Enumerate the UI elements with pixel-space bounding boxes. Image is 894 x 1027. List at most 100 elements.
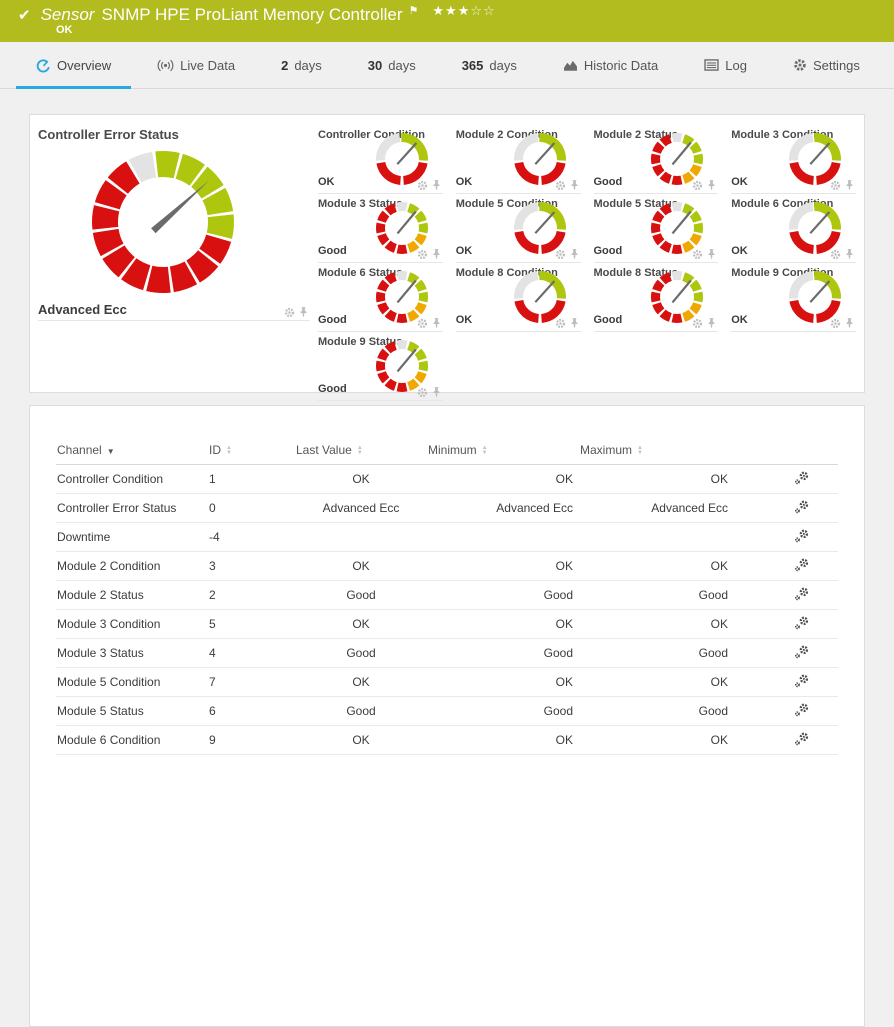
gauge-pin-icon[interactable] <box>432 180 441 191</box>
gauge-pin-icon[interactable] <box>707 180 716 191</box>
gauge-cell-module-6-condition[interactable]: Module 6 Condition OK <box>731 194 856 263</box>
gauge-pin-icon[interactable] <box>570 318 579 329</box>
sort-icons: ▲ ▼ <box>637 444 643 456</box>
gauge-pin-icon[interactable] <box>432 249 441 260</box>
tab-log[interactable]: Log <box>698 42 753 88</box>
gauge-pin-icon[interactable] <box>845 249 854 260</box>
gauge-cell-module-2-condition[interactable]: Module 2 Condition OK <box>455 125 581 194</box>
tab-365-days[interactable]: 365 days <box>456 42 523 88</box>
gauge-cell-module-2-status[interactable]: Module 2 Status Good <box>593 125 719 194</box>
table-row: Controller Condition 1 OK OK OK <box>56 464 838 494</box>
tab-historic-data[interactable]: Historic Data <box>557 42 664 88</box>
module-5-status-gauge <box>649 200 705 261</box>
channels-table: Channel ▼ ID ▲ ▼ Last Value ▲ ▼ Minimum ▲ ▼ Max… <box>56 436 838 755</box>
tab-2-days[interactable]: 2 days <box>275 42 328 88</box>
gauge-settings-gear-icon[interactable] <box>417 180 428 191</box>
cell-last-value <box>295 522 427 552</box>
table-row: Module 3 Condition 5 OK OK OK <box>56 609 838 639</box>
page-title: SNMP HPE ProLiant Memory Controller <box>101 5 403 24</box>
priority-flag-icon[interactable]: ⚑ <box>408 4 419 17</box>
tab-live-data[interactable]: Live Data <box>151 42 241 88</box>
gear-icon <box>793 58 807 72</box>
cell-minimum: Good <box>427 638 579 668</box>
gauge-pin-icon[interactable] <box>707 249 716 260</box>
channel-settings-icon[interactable] <box>794 471 810 485</box>
channel-settings-icon[interactable] <box>794 558 810 572</box>
channel-settings-icon[interactable] <box>794 674 810 688</box>
gauge-settings-gear-icon[interactable] <box>692 318 703 329</box>
gauge-pin-icon[interactable] <box>299 307 308 318</box>
gauge-settings-gear-icon[interactable] <box>692 249 703 260</box>
gauge-cell-module-8-condition[interactable]: Module 8 Condition OK <box>455 263 581 332</box>
cell-minimum: Advanced Ecc <box>427 493 579 523</box>
gauge-cell-controller-error-status[interactable]: Controller Error Status Advanced Ecc <box>38 127 310 321</box>
gauge-cell-module-5-status[interactable]: Module 5 Status Good <box>593 194 719 263</box>
cell-channel: Module 6 Condition <box>56 725 208 755</box>
gauge-settings-gear-icon[interactable] <box>830 180 841 191</box>
tab-label: Live Data <box>180 57 236 73</box>
column-header-actions <box>734 436 838 465</box>
gauge-settings-gear-icon[interactable] <box>830 318 841 329</box>
tab-overview[interactable]: Overview <box>15 42 132 89</box>
gauge-cell-module-9-status[interactable]: Module 9 Status Good <box>318 332 443 401</box>
gauge-cell-module-3-status[interactable]: Module 3 Status Good <box>318 194 443 263</box>
channel-settings-icon[interactable] <box>794 703 810 717</box>
gauge-settings-gear-icon[interactable] <box>555 180 566 191</box>
tab-label: Log <box>725 57 747 73</box>
cell-channel: Module 3 Status <box>56 638 208 668</box>
gauge-cell-module-8-status[interactable]: Module 8 Status Good <box>593 263 719 332</box>
gauge-settings-gear-icon[interactable] <box>284 307 295 318</box>
gauge-pin-icon[interactable] <box>845 180 854 191</box>
gauge-settings-gear-icon[interactable] <box>417 387 428 398</box>
gauge-settings-gear-icon[interactable] <box>830 249 841 260</box>
gauge-pin-icon[interactable] <box>570 180 579 191</box>
cell-id: 2 <box>208 580 295 610</box>
gauge-pin-icon[interactable] <box>707 318 716 329</box>
stars-empty: ☆☆ <box>470 3 496 18</box>
channel-settings-icon[interactable] <box>794 645 810 659</box>
channel-settings-icon[interactable] <box>794 616 810 630</box>
cell-minimum: Good <box>427 580 579 610</box>
gauge-cell-controller-condition[interactable]: Controller Condition OK <box>318 125 443 194</box>
channel-settings-icon[interactable] <box>794 587 810 601</box>
cell-last-value: Good <box>295 580 427 610</box>
gauge-settings-gear-icon[interactable] <box>417 249 428 260</box>
table-row: Controller Error Status 0 Advanced Ecc Adva… <box>56 493 838 523</box>
column-header-last-value[interactable]: Last Value ▲ ▼ <box>295 436 427 465</box>
cell-id: 6 <box>208 696 295 726</box>
channel-settings-icon[interactable] <box>794 500 810 514</box>
gauge-pin-icon[interactable] <box>570 249 579 260</box>
gauge-cell-module-6-status[interactable]: Module 6 Status Good <box>318 263 443 332</box>
gauge-settings-gear-icon[interactable] <box>692 180 703 191</box>
channel-settings-icon[interactable] <box>794 529 810 543</box>
cell-channel: Downtime <box>56 522 208 552</box>
cell-maximum: OK <box>579 609 734 639</box>
gauge-cell-module-5-condition[interactable]: Module 5 Condition OK <box>455 194 581 263</box>
stars-filled: ★★★ <box>432 3 471 18</box>
table-header-row: Channel ▼ ID ▲ ▼ Last Value ▲ ▼ Minimum ▲ ▼ Max… <box>56 436 838 465</box>
gauge-settings-gear-icon[interactable] <box>417 318 428 329</box>
gauge-cell-module-9-condition[interactable]: Module 9 Condition OK <box>731 263 856 332</box>
table-row: Downtime -4 <box>56 522 838 552</box>
gauge-pin-icon[interactable] <box>432 387 441 398</box>
tab-settings[interactable]: Settings <box>787 42 866 88</box>
sort-icons: ▲ ▼ <box>356 444 363 456</box>
column-header-channel[interactable]: Channel ▼ <box>56 436 208 465</box>
column-header-id[interactable]: ID ▲ ▼ <box>208 436 295 465</box>
column-header-maximum[interactable]: Maximum ▲ ▼ <box>579 436 734 465</box>
module-9-condition-gauge <box>787 269 843 330</box>
gauge-settings-gear-icon[interactable] <box>555 249 566 260</box>
tab-30-days[interactable]: 30 days <box>362 42 422 88</box>
cell-last-value: Advanced Ecc <box>295 493 427 523</box>
gauge-pin-icon[interactable] <box>432 318 441 329</box>
priority-stars[interactable]: ★★★☆☆ <box>432 3 495 19</box>
gauge-cell-module-3-condition[interactable]: Module 3 Condition OK <box>731 125 856 194</box>
table-row: Module 5 Condition 7 OK OK OK <box>56 667 838 697</box>
gauge-title: Module 8 Status <box>593 267 678 279</box>
small-gauges-grid: Controller Condition OK Module 2 Condition… <box>318 125 856 401</box>
module-9-status-gauge <box>374 338 430 399</box>
gauge-settings-gear-icon[interactable] <box>555 318 566 329</box>
column-header-minimum[interactable]: Minimum ▲ ▼ <box>427 436 579 465</box>
gauge-value: OK <box>731 176 748 188</box>
gauge-pin-icon[interactable] <box>845 318 854 329</box>
